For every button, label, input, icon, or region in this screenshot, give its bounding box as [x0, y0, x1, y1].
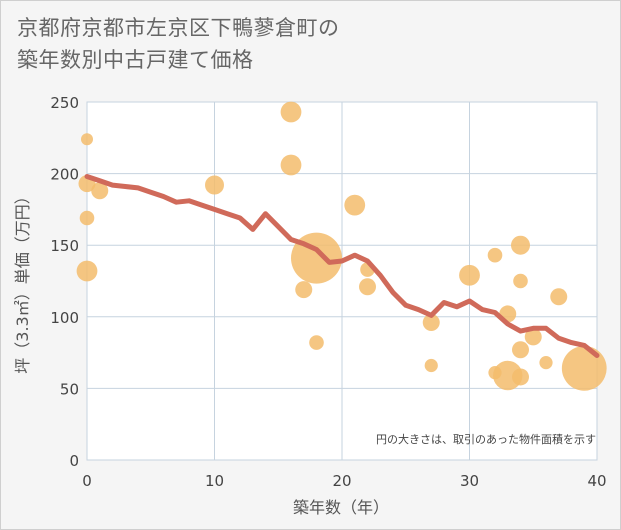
bubble: [205, 175, 224, 195]
bubble: [309, 335, 324, 350]
x-tick-label: 0: [82, 472, 92, 490]
bubble-size-note: 円の大きさは、取引のあった物件面積を示す: [376, 432, 596, 446]
y-tick-label: 0: [69, 452, 79, 470]
bubble: [459, 264, 480, 286]
bubble: [422, 314, 440, 332]
bubble: [359, 278, 376, 296]
x-axis-label: 築年数（年）: [293, 498, 389, 517]
bubble: [81, 133, 93, 146]
chart-title: 京都府京都市左京区下鴨蓼倉町の 築年数別中古戸建て価格: [17, 12, 340, 76]
bubble: [512, 368, 529, 386]
bubble: [524, 328, 542, 346]
bubble: [344, 194, 366, 216]
bubble: [539, 356, 553, 370]
x-tick-labels: 0 10 20 30 40: [82, 472, 606, 490]
bubble: [511, 235, 530, 255]
bubble: [487, 247, 503, 263]
y-axis-label: 坪（3.3㎡）単価（万円）: [13, 188, 32, 373]
x-tick-label: 10: [205, 472, 224, 490]
bubble: [550, 288, 568, 306]
title-line-1: 京都府京都市左京区下鴨蓼倉町の: [17, 16, 340, 40]
y-tick-label: 150: [50, 237, 79, 255]
bubble: [424, 358, 438, 373]
y-tick-label: 200: [50, 166, 79, 184]
y-tick-label: 100: [50, 309, 79, 327]
y-tick-label: 50: [60, 380, 79, 398]
average-price-line: [84, 174, 600, 358]
bubble: [280, 154, 302, 176]
bubble: [295, 281, 313, 299]
x-tick-label: 40: [587, 472, 606, 490]
bubble: [79, 210, 95, 226]
bubble: [513, 273, 528, 289]
bubble: [512, 341, 529, 359]
bubble: [76, 260, 98, 282]
x-tick-label: 30: [460, 472, 479, 490]
y-tick-labels: 0 50 100 150 200 250: [50, 94, 79, 470]
bubble: [280, 101, 302, 123]
bubble: [561, 345, 607, 391]
x-tick-label: 20: [332, 472, 351, 490]
bubble: [91, 182, 109, 200]
title-line-2: 築年数別中古戸建て価格: [17, 48, 254, 72]
y-tick-label: 250: [50, 94, 79, 112]
